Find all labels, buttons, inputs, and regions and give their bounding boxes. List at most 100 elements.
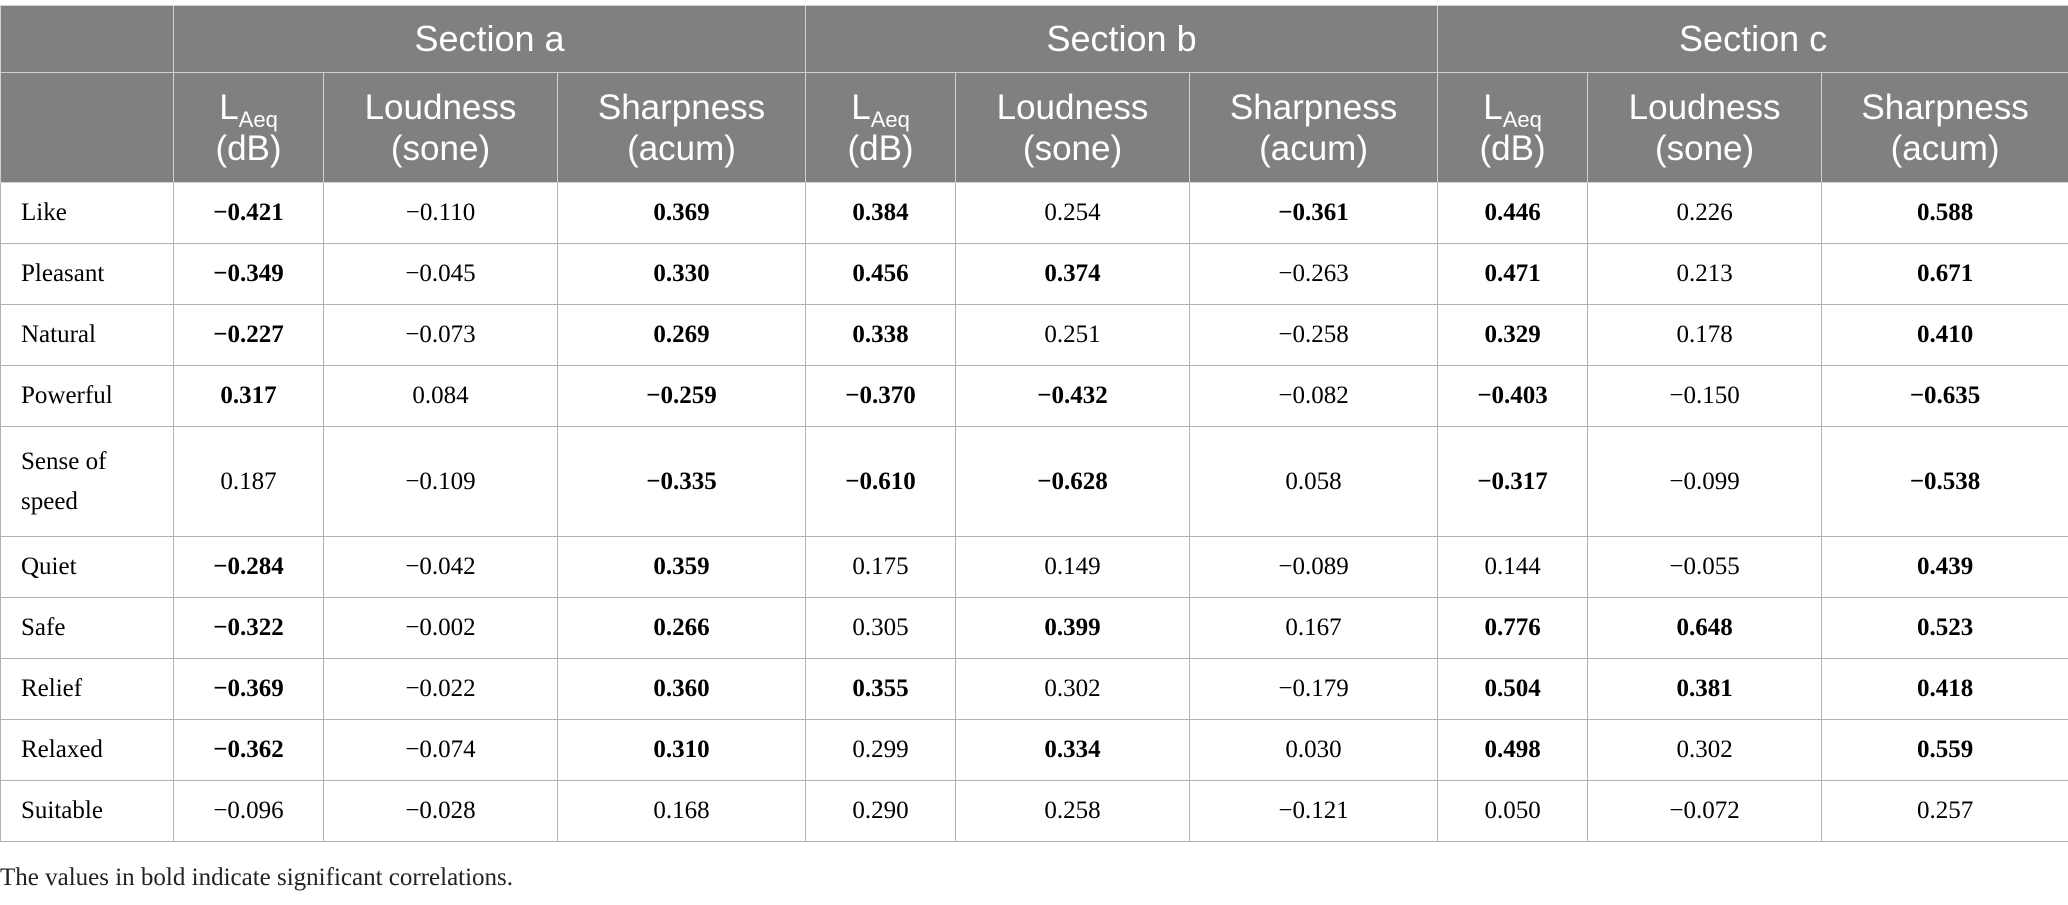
measure-unit: (acum) xyxy=(627,128,736,168)
value-cell: 0.299 xyxy=(805,719,957,781)
measure-unit: (acum) xyxy=(1890,128,2000,168)
value-cell: 0.399 xyxy=(955,597,1191,659)
measure-unit: (dB) xyxy=(215,128,282,168)
value-cell: −0.074 xyxy=(323,719,558,781)
measure-name-text: Loudness xyxy=(996,87,1149,127)
value-cell: −0.628 xyxy=(955,426,1191,537)
value-cell: 0.290 xyxy=(805,780,957,842)
row-label: Relief xyxy=(0,658,174,720)
measure-subscript: Aeq xyxy=(870,106,910,132)
value-cell: 0.384 xyxy=(805,182,957,244)
measure-name: LAeq xyxy=(806,87,955,131)
value-cell: 0.648 xyxy=(1587,597,1823,659)
value-cell: −0.045 xyxy=(323,243,558,305)
table-row: Natural −0.227 −0.073 0.269 0.338 0.251 −0.258… xyxy=(0,304,2068,366)
value-cell: 0.329 xyxy=(1437,304,1589,366)
value-cell: −0.432 xyxy=(955,365,1191,427)
measure-name: Sharpness xyxy=(558,87,805,128)
value-cell: 0.226 xyxy=(1587,182,1823,244)
value-cell: 0.251 xyxy=(955,304,1191,366)
value-cell: 0.334 xyxy=(955,719,1191,781)
value-cell: 0.257 xyxy=(1821,780,2068,842)
row-label: Powerful xyxy=(0,365,174,427)
value-cell: 0.338 xyxy=(805,304,957,366)
value-cell: 0.360 xyxy=(556,658,807,720)
table-row: Pleasant −0.349 −0.045 0.330 0.456 0.374 −0.26… xyxy=(0,243,2068,305)
value-cell: 0.330 xyxy=(556,243,807,305)
value-cell: 0.266 xyxy=(556,597,807,659)
value-cell: 0.269 xyxy=(556,304,807,366)
section-header: Section b xyxy=(805,5,1439,73)
value-cell: −0.370 xyxy=(805,365,957,427)
correlation-table-container: Section a Section b Section c LAeq (dB) Lo… xyxy=(0,5,2068,842)
measure-name: LAeq xyxy=(1438,87,1587,131)
table-footnote: The values in bold indicate significant … xyxy=(0,864,514,891)
measure-subscript: Aeq xyxy=(1502,106,1542,132)
measure-name: LAeq xyxy=(174,87,323,131)
value-cell: −0.403 xyxy=(1437,365,1589,427)
value-cell: −0.055 xyxy=(1587,536,1823,598)
value-cell: 0.359 xyxy=(556,536,807,598)
value-cell: 0.523 xyxy=(1821,597,2068,659)
value-cell: 0.355 xyxy=(805,658,957,720)
measure-unit: (sone) xyxy=(1654,128,1755,168)
measure-name-text: Sharpness xyxy=(597,87,766,127)
value-cell: 0.381 xyxy=(1587,658,1823,720)
table-row: Relief −0.369 −0.022 0.360 0.355 0.302 −0.179 0… xyxy=(0,658,2068,720)
value-cell: 0.302 xyxy=(955,658,1191,720)
measure-name: Loudness xyxy=(956,87,1189,128)
row-label-line: speed xyxy=(21,487,78,515)
value-cell: 0.302 xyxy=(1587,719,1823,781)
measure-unit: (sone) xyxy=(1022,128,1123,168)
corner-cell xyxy=(0,5,174,73)
measure-name: Loudness xyxy=(324,87,557,128)
measure-header-row: LAeq (dB) Loudness (sone) Sharpness (acum) LAe… xyxy=(0,72,2068,183)
value-cell: 0.671 xyxy=(1821,243,2068,305)
value-cell: −0.361 xyxy=(1189,182,1439,244)
measure-header: Sharpness (acum) xyxy=(1189,72,1439,183)
value-cell: −0.227 xyxy=(173,304,324,366)
section-header: Section a xyxy=(172,5,807,73)
value-cell: −0.089 xyxy=(1189,536,1439,598)
measure-header: LAeq (dB) xyxy=(1437,72,1589,183)
value-cell: −0.073 xyxy=(323,304,558,366)
value-cell: 0.317 xyxy=(173,365,324,427)
value-cell: −0.538 xyxy=(1821,426,2068,537)
measure-header: Loudness (sone) xyxy=(323,72,558,183)
value-cell: −0.335 xyxy=(556,426,807,537)
row-label: Natural xyxy=(0,304,174,366)
table-row: Powerful 0.317 0.084 −0.259 −0.370 −0.432 −0.0… xyxy=(0,365,2068,427)
table-row: Safe −0.322 −0.002 0.266 0.305 0.399 0.167 0.77… xyxy=(0,597,2068,659)
value-cell: −0.179 xyxy=(1189,658,1439,720)
measure-unit: (dB) xyxy=(1479,128,1546,168)
value-cell: 0.446 xyxy=(1437,182,1589,244)
value-cell: 0.439 xyxy=(1821,536,2068,598)
measure-name-text: L xyxy=(219,87,239,127)
value-cell: −0.258 xyxy=(1189,304,1439,366)
value-cell: −0.099 xyxy=(1587,426,1823,537)
measure-header: Loudness (sone) xyxy=(955,72,1191,183)
value-cell: 0.167 xyxy=(1189,597,1439,659)
value-cell: −0.121 xyxy=(1189,780,1439,842)
value-cell: 0.559 xyxy=(1821,719,2068,781)
value-cell: 0.456 xyxy=(805,243,957,305)
measure-header: Sharpness (acum) xyxy=(1821,72,2068,183)
value-cell: 0.213 xyxy=(1587,243,1823,305)
value-cell: −0.028 xyxy=(323,780,558,842)
table-row: Like −0.421 −0.110 0.369 0.384 0.254 −0.361 0.4… xyxy=(0,182,2068,244)
value-cell: 0.410 xyxy=(1821,304,2068,366)
section-header: Section c xyxy=(1437,5,2068,73)
value-cell: 0.058 xyxy=(1189,426,1439,537)
value-cell: 0.187 xyxy=(173,426,324,537)
value-cell: 0.498 xyxy=(1437,719,1589,781)
value-cell: −0.096 xyxy=(173,780,324,842)
corner-cell xyxy=(0,72,174,183)
value-cell: −0.610 xyxy=(805,426,957,537)
value-cell: −0.082 xyxy=(1189,365,1439,427)
value-cell: 0.178 xyxy=(1587,304,1823,366)
table-row: Relaxed −0.362 −0.074 0.310 0.299 0.334 0.030 0… xyxy=(0,719,2068,781)
table-row: Suitable −0.096 −0.028 0.168 0.290 0.258 −0.12… xyxy=(0,780,2068,842)
row-label-line: Sense of xyxy=(21,447,107,475)
value-cell: 0.374 xyxy=(955,243,1191,305)
value-cell: −0.110 xyxy=(323,182,558,244)
